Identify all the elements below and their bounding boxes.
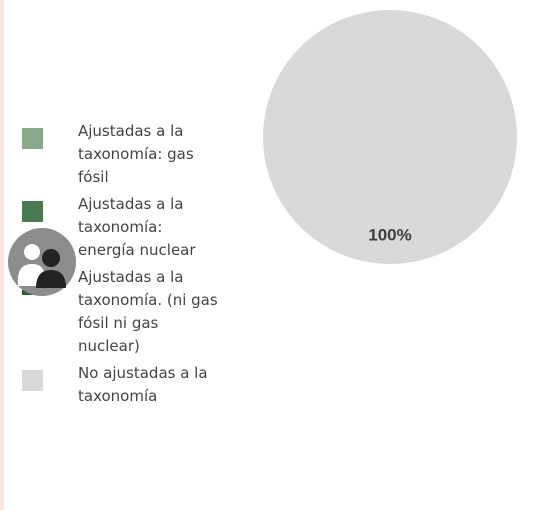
legend-item: No ajustadas a la taxonomía [22, 362, 222, 408]
data-label: 100% [368, 226, 411, 245]
pie-slice [263, 10, 517, 264]
legend-label: No ajustadas a la taxonomía [78, 364, 208, 405]
edge-border [0, 0, 4, 510]
avatar-icon [42, 249, 60, 267]
avatar-icon [24, 244, 40, 260]
avatar-icon [36, 270, 66, 288]
legend-swatch [22, 370, 43, 391]
legend-label: Ajustadas a la taxonomía: gas fósil [78, 122, 194, 186]
legend-item: Ajustadas a la taxonomía: energía nuclea… [22, 193, 222, 262]
legend-swatch [22, 128, 43, 149]
legend-label: Ajustadas a la taxonomía: energía nuclea… [78, 195, 196, 259]
legend: Ajustadas a la taxonomía: gas fósil Ajust… [22, 120, 222, 412]
legend-label: Ajustadas a la taxonomía. (ni gas fósil … [78, 268, 218, 355]
avatar[interactable] [8, 228, 76, 296]
legend-swatch [22, 201, 43, 222]
legend-item: Ajustadas a la taxonomía: gas fósil [22, 120, 222, 189]
